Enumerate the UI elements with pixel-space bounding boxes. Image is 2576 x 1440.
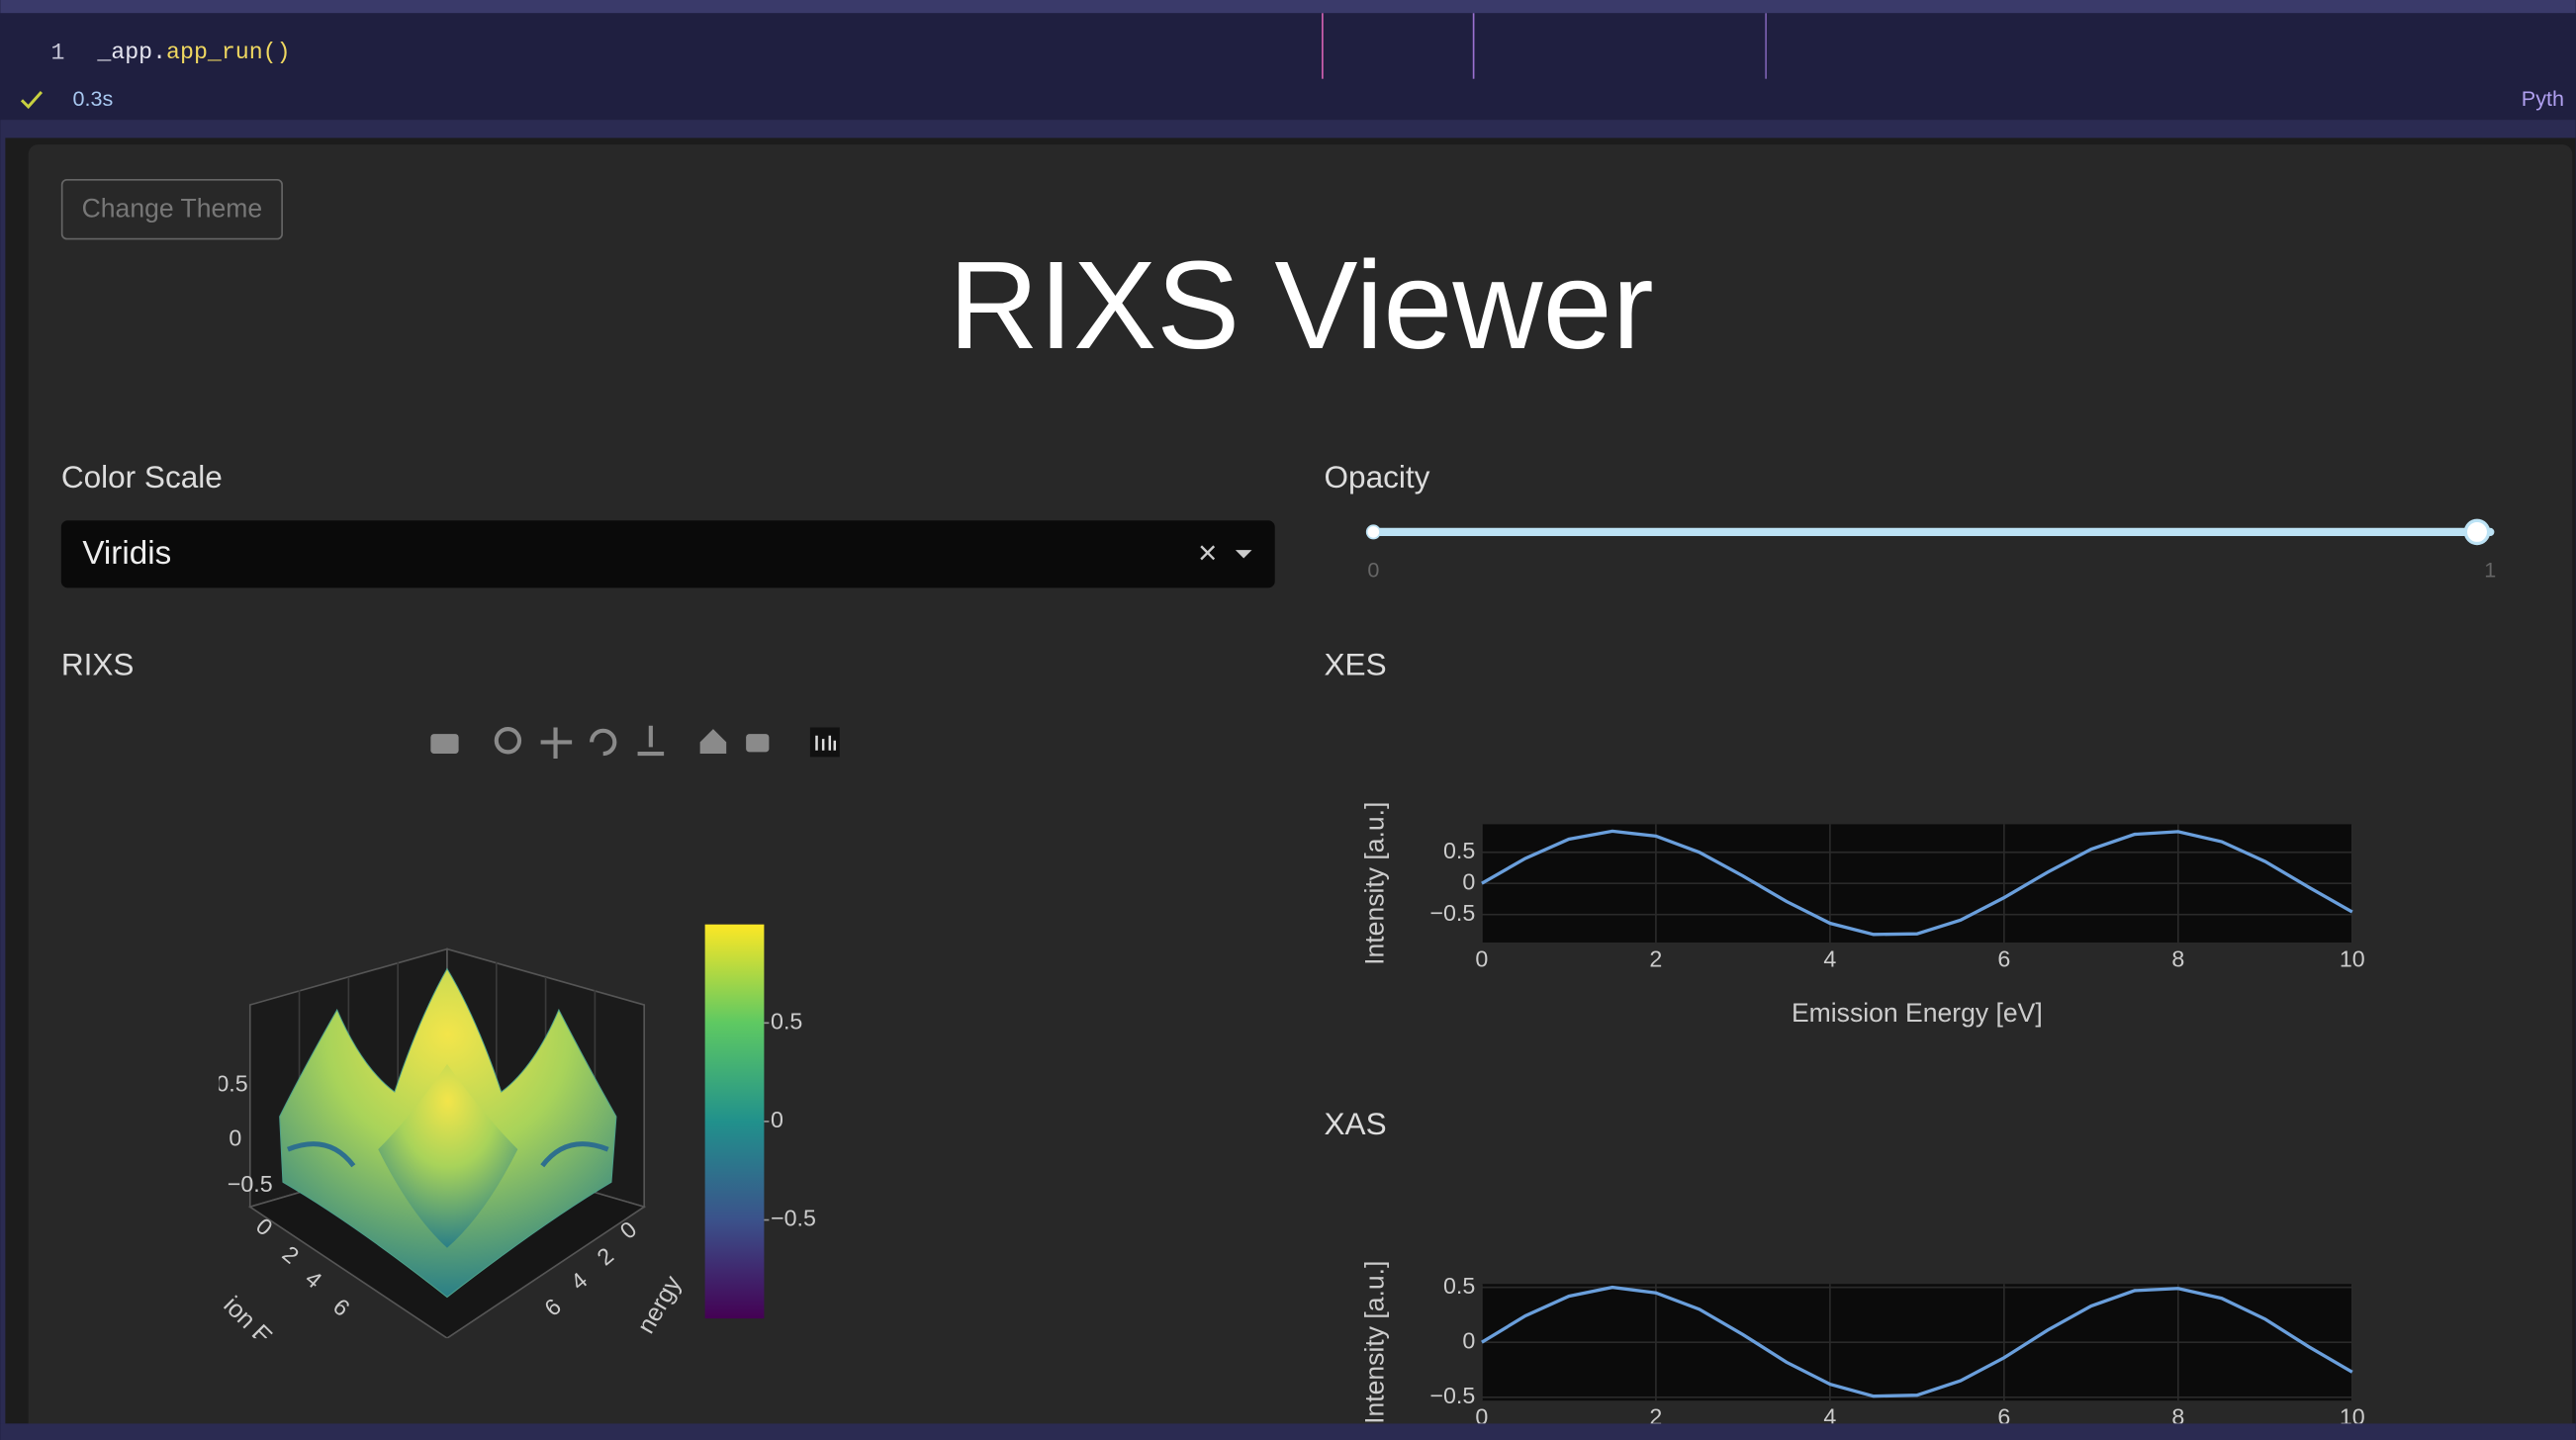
y-tick-label: −0.5 <box>1429 900 1475 926</box>
x-tick-label: 6 <box>1997 1404 2010 1430</box>
colorbar-tick-label: 0 <box>771 1107 783 1132</box>
x-tick-label: 4 <box>1823 945 1836 971</box>
y-axis-title: Intensity [a.u.] <box>1360 1261 1390 1424</box>
x-tick-label: 6 <box>1997 945 2010 971</box>
y-axis-title: Intensity [a.u.] <box>1360 802 1390 965</box>
line <box>1481 829 2353 937</box>
camera-reset-icon[interactable] <box>746 734 770 753</box>
slider-dot <box>1365 524 1381 540</box>
code-call: app_run() <box>166 40 291 65</box>
line-number: 1 <box>51 40 65 65</box>
app <box>28 144 2573 1440</box>
exec-time: 0.3s <box>72 86 113 111</box>
clear-button[interactable]: × <box>1198 535 1217 572</box>
dropdown-caret[interactable] <box>1235 550 1252 559</box>
code-object: _app. <box>96 40 166 65</box>
y-tick-label: 0.5 <box>1443 1273 1475 1299</box>
y-tick-label: 0 <box>1462 1327 1475 1353</box>
scene-3d[interactable] <box>247 947 647 1339</box>
x-tick-label: 8 <box>2171 945 2184 971</box>
x-axis-title: Emission Energy [eV] <box>1792 998 2043 1028</box>
label: Color Scale <box>61 459 223 495</box>
zoom-icon[interactable] <box>494 727 522 755</box>
language: Pyth <box>2522 86 2564 111</box>
slider-handle[interactable] <box>2463 518 2491 546</box>
y-tick-label: −0.5 <box>1429 1383 1475 1408</box>
chart-title: XAS <box>1325 1106 1387 1141</box>
color-scale-dropdown[interactable] <box>60 520 1275 588</box>
y-tick-label: 0.5 <box>1443 838 1475 863</box>
turntable-icon[interactable] <box>637 725 665 757</box>
bottom-frame <box>0 1423 2576 1440</box>
x-tick-label: 4 <box>1823 1404 1836 1430</box>
x-tick-label: 8 <box>2171 1404 2184 1430</box>
change-theme-button[interactable] <box>60 178 283 240</box>
chart-title: XES <box>1325 646 1387 681</box>
colorbar <box>704 924 765 1319</box>
top-strip <box>0 0 2576 14</box>
pan-icon[interactable] <box>540 727 573 760</box>
orbit-icon[interactable] <box>589 728 617 757</box>
x-tick-label: 2 <box>1649 1404 1662 1430</box>
chart-title: RIXS <box>61 646 135 681</box>
camera-icon[interactable] <box>430 734 459 755</box>
app-title: RIXS Viewer <box>949 235 1654 375</box>
z-tick-label: 0.5 <box>216 1071 247 1097</box>
surface-valley <box>287 1141 609 1168</box>
z-tick-label: 0 <box>229 1125 241 1150</box>
colorbar-tick-label: −0.5 <box>771 1206 816 1231</box>
slider-max-label: 1 <box>2484 557 2496 582</box>
x-tick-label: 0 <box>1475 945 1488 971</box>
z-tick-label: −0.5 <box>228 1171 273 1197</box>
code[interactable]: _app.app_run() <box>96 40 290 65</box>
button-label: Change Theme <box>82 194 263 224</box>
x-tick-label: 10 <box>2340 945 2365 971</box>
line <box>1481 1285 2353 1398</box>
home-icon[interactable] <box>699 729 727 755</box>
modebar <box>430 725 840 760</box>
x-tick-label: 0 <box>1475 1404 1488 1430</box>
label: Opacity <box>1325 459 1430 495</box>
cell <box>0 13 2576 121</box>
colorbar-tick-label: 0.5 <box>771 1008 802 1034</box>
dropdown-value: Viridis <box>82 535 171 572</box>
x-tick-label: 2 <box>1649 945 1662 971</box>
success-icon <box>20 90 44 110</box>
logo-bars <box>815 735 837 751</box>
surface-peak <box>378 1063 518 1248</box>
x-tick-label: 10 <box>2340 1404 2365 1430</box>
slider-min-label: 0 <box>1367 557 1379 582</box>
y-tick-label: 0 <box>1462 868 1475 894</box>
